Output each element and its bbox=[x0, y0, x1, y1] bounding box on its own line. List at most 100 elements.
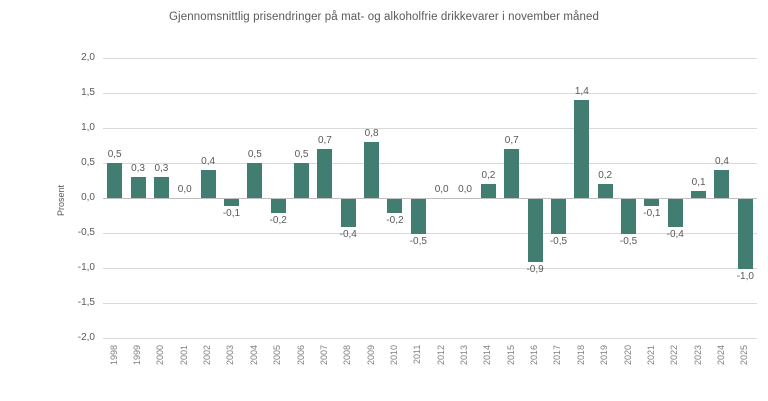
bar-value-label: 0,4 bbox=[715, 156, 729, 167]
bar-value-label: 0,1 bbox=[691, 177, 706, 188]
x-tick-label: 2004 bbox=[248, 345, 259, 366]
gridline bbox=[103, 267, 757, 269]
x-tick-label: 2022 bbox=[669, 345, 680, 366]
zero-axis-line bbox=[103, 197, 757, 199]
bar-value-label: 0,0 bbox=[177, 184, 192, 195]
x-tick-label: 2012 bbox=[435, 345, 446, 366]
bar-2024 bbox=[714, 170, 730, 198]
bar-2015 bbox=[504, 149, 520, 198]
bar-2010 bbox=[387, 199, 403, 213]
bar-2019 bbox=[597, 184, 613, 198]
bar-value-label: 0,7 bbox=[504, 135, 519, 146]
gridline bbox=[103, 162, 757, 164]
x-tick-label: 1999 bbox=[132, 345, 143, 366]
x-tick-label: 2002 bbox=[202, 345, 213, 366]
bar-value-label: 0,3 bbox=[154, 163, 169, 174]
bar-value-label: -0,2 bbox=[269, 215, 287, 226]
bar-value-label: 0,2 bbox=[598, 170, 613, 181]
bar-2020 bbox=[621, 199, 637, 234]
bar-value-label: 0,0 bbox=[434, 184, 449, 195]
bar-value-label: 0,5 bbox=[247, 149, 262, 160]
x-tick-label: 2003 bbox=[225, 345, 236, 366]
chart-title: Gjennomsnittlig prisendringer på mat- og… bbox=[169, 11, 599, 23]
bar-value-label: 0,5 bbox=[294, 149, 309, 160]
bar-2011 bbox=[410, 199, 426, 234]
x-tick-label: 2015 bbox=[505, 345, 516, 366]
bar-2023 bbox=[691, 191, 707, 198]
x-tick-label: 2023 bbox=[692, 345, 703, 366]
bar-2022 bbox=[667, 199, 683, 227]
bar-value-label: -0,5 bbox=[619, 236, 638, 247]
y-tick-label: -0,5 bbox=[77, 227, 95, 238]
x-tick-label: 2017 bbox=[552, 345, 563, 366]
y-tick-label: 2,0 bbox=[81, 52, 95, 63]
y-tick-label: 1,5 bbox=[81, 87, 95, 98]
bar-2018 bbox=[574, 100, 590, 198]
x-tick-label: 2021 bbox=[645, 345, 656, 366]
x-tick-label: 2024 bbox=[715, 345, 726, 366]
bar-value-label: 0,3 bbox=[131, 163, 145, 174]
gridline bbox=[103, 92, 757, 94]
y-tick-label: -2,0 bbox=[77, 332, 95, 343]
bar-1998 bbox=[107, 163, 123, 198]
x-tick-label: 2016 bbox=[529, 345, 540, 366]
x-tick-label: 2005 bbox=[272, 345, 283, 366]
bar-2008 bbox=[340, 199, 356, 227]
bar-2014 bbox=[480, 184, 496, 198]
x-tick-label: 2020 bbox=[622, 345, 633, 366]
x-tick-label: 2009 bbox=[365, 345, 376, 366]
bar-2021 bbox=[644, 199, 660, 206]
bar-value-label: -0,1 bbox=[222, 208, 241, 219]
bar-2002 bbox=[200, 170, 216, 198]
y-tick-label: -1,5 bbox=[77, 297, 95, 308]
bar-value-label: -0,4 bbox=[339, 229, 357, 240]
bar-2004 bbox=[247, 163, 263, 198]
x-tick-label: 2019 bbox=[599, 345, 610, 366]
y-tick-label: 0,5 bbox=[81, 157, 95, 168]
x-tick-label: 2013 bbox=[459, 345, 470, 366]
bar-2000 bbox=[153, 177, 169, 198]
bar-value-label: 0,7 bbox=[317, 135, 332, 146]
x-tick-label: 2001 bbox=[178, 345, 189, 366]
x-tick-label: 2008 bbox=[342, 345, 353, 366]
y-tick-label: -1,0 bbox=[77, 262, 95, 273]
x-tick-label: 2000 bbox=[155, 345, 166, 366]
bar-value-label: -0,1 bbox=[643, 208, 661, 219]
y-tick-label: 0,0 bbox=[81, 192, 95, 203]
gridline bbox=[103, 232, 757, 234]
bar-2007 bbox=[317, 149, 333, 198]
bar-value-label: 0,4 bbox=[201, 156, 216, 167]
bar-2005 bbox=[270, 199, 286, 213]
x-tick-label: 1998 bbox=[108, 345, 119, 366]
bar-value-label: 0,5 bbox=[107, 149, 122, 160]
gridline bbox=[103, 337, 757, 339]
bar-value-label: 0,2 bbox=[481, 170, 496, 181]
x-tick-label: 2018 bbox=[575, 345, 586, 366]
bar-value-label: -0,9 bbox=[526, 264, 544, 275]
bar-value-label: -0,2 bbox=[386, 215, 404, 226]
bar-value-label: 0,0 bbox=[458, 184, 472, 195]
bar-2017 bbox=[550, 199, 566, 234]
bar-value-label: -0,5 bbox=[409, 236, 427, 247]
bar-value-label: -1,0 bbox=[736, 271, 754, 282]
bar-2016 bbox=[527, 199, 543, 262]
x-tick-label: 2025 bbox=[739, 345, 750, 366]
gridline bbox=[103, 57, 757, 59]
bar-2003 bbox=[223, 199, 239, 206]
bar-2025 bbox=[737, 199, 753, 269]
x-tick-label: 2014 bbox=[482, 345, 493, 366]
x-tick-label: 2007 bbox=[318, 345, 329, 366]
bar-value-label: -0,5 bbox=[549, 236, 568, 247]
x-tick-label: 2006 bbox=[295, 345, 306, 366]
x-tick-label: 2010 bbox=[388, 345, 399, 366]
bar-1999 bbox=[130, 177, 146, 198]
gridline bbox=[103, 302, 757, 304]
x-tick-label: 2011 bbox=[412, 345, 423, 365]
y-tick-label: 1,0 bbox=[81, 122, 95, 133]
bar-2009 bbox=[364, 142, 380, 198]
bar-value-label: -0,4 bbox=[666, 229, 684, 240]
bar-value-label: 1,4 bbox=[574, 86, 589, 97]
bar-value-label: 0,8 bbox=[364, 128, 379, 139]
gridline bbox=[103, 127, 757, 129]
